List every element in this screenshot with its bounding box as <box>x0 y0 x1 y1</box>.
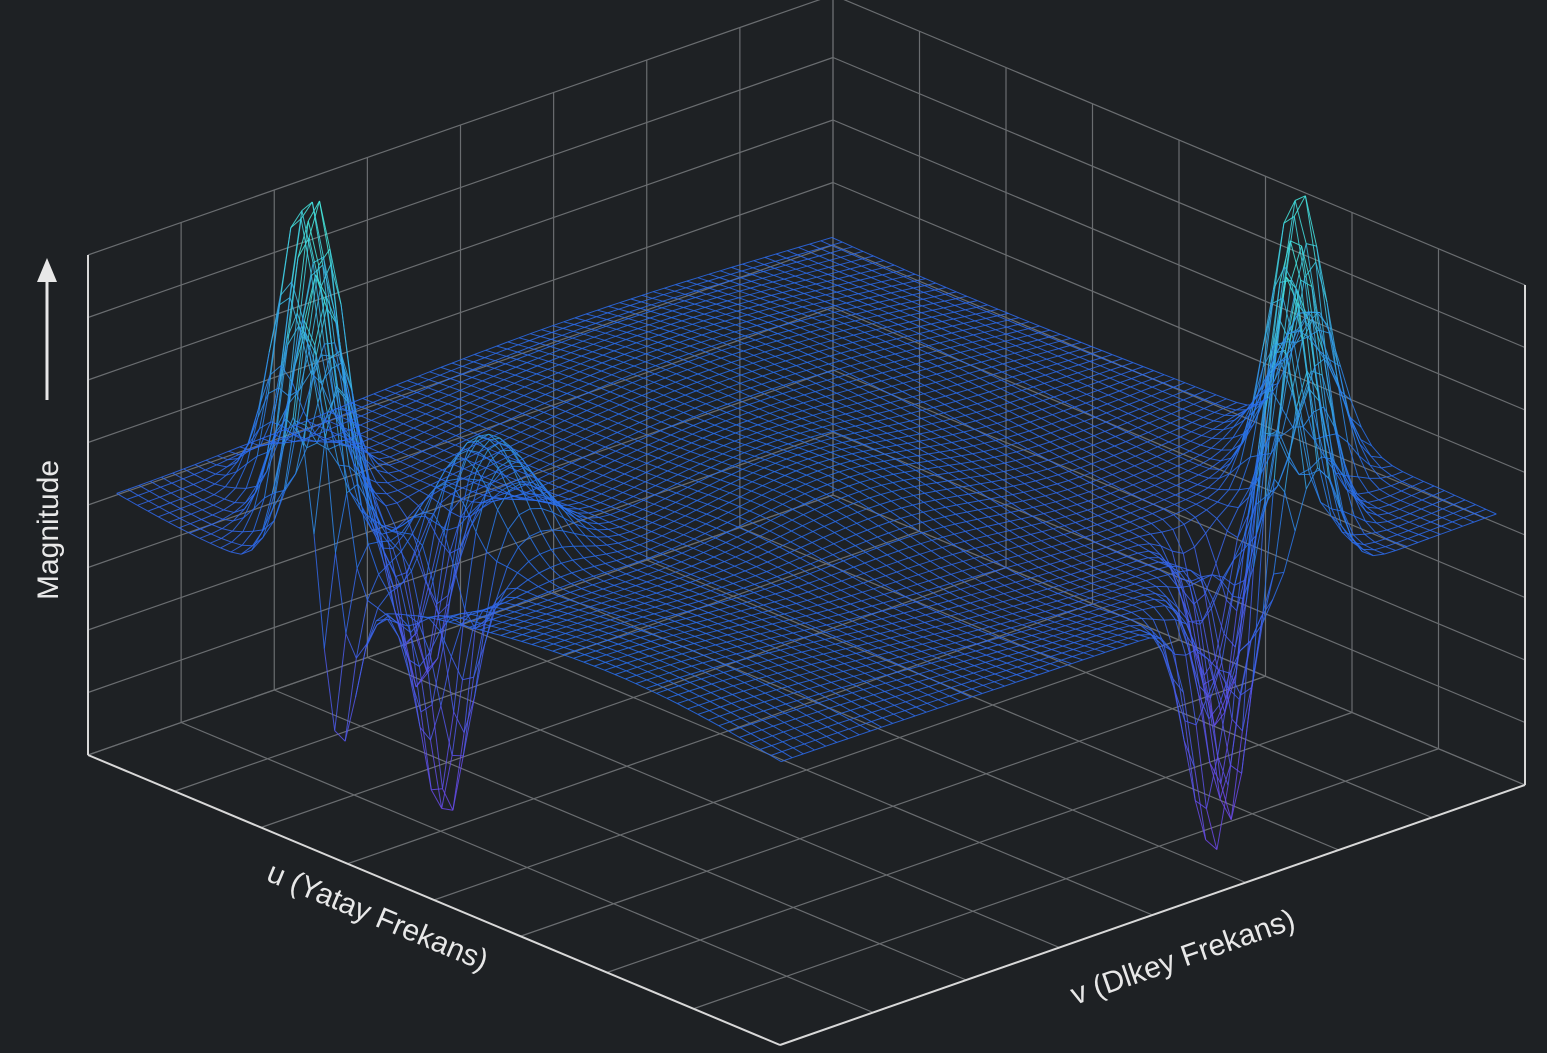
chart: Magnitude u (Yatay Frekans) v (Dlkey Fre… <box>0 0 1547 1053</box>
mesh-line <box>1164 620 1175 621</box>
mesh-line <box>1353 534 1364 535</box>
background <box>0 0 1547 1053</box>
mesh-line <box>1293 427 1303 428</box>
mesh-line <box>597 529 608 530</box>
mesh-line <box>452 755 463 756</box>
mesh-line <box>1213 429 1223 430</box>
